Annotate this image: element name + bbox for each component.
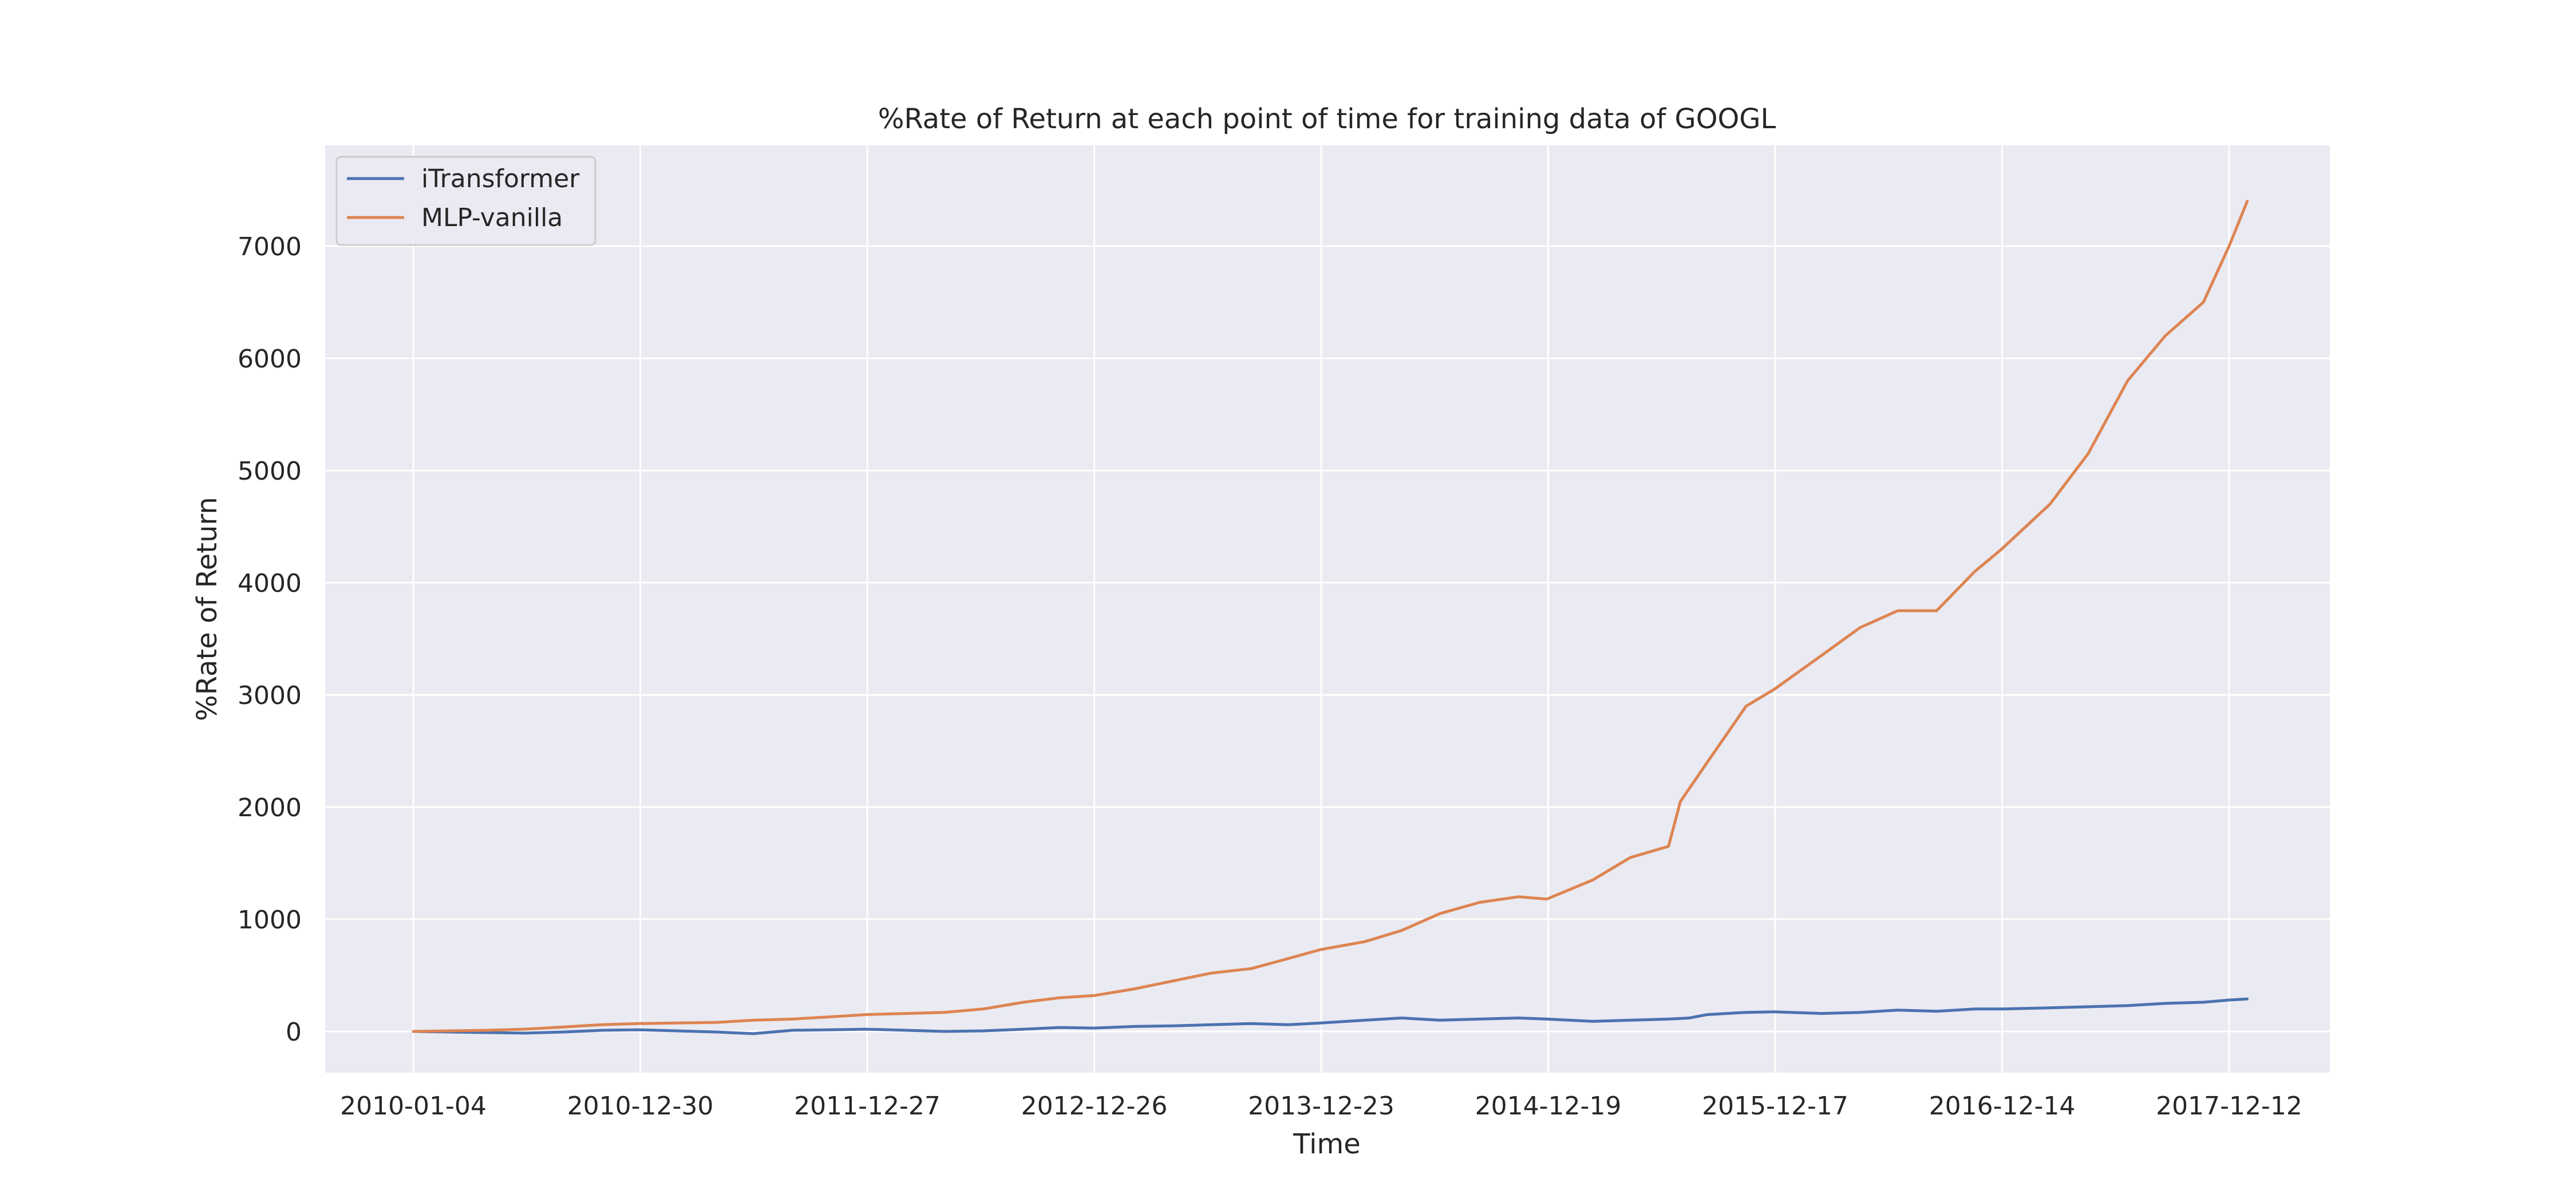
y-tick-label: 7000	[238, 232, 302, 262]
x-tick-label: 2015-12-17	[1702, 1092, 1848, 1121]
y-tick-label: 0	[286, 1018, 302, 1047]
y-tick-label: 5000	[238, 457, 302, 486]
x-tick-label: 2017-12-12	[2156, 1092, 2302, 1121]
x-tick-label: 2012-12-26	[1021, 1092, 1168, 1121]
series-lines	[412, 200, 2249, 1035]
x-axis-ticks: 2010-01-04 2010-12-30 2011-12-27 2012-12-26…	[340, 1092, 2302, 1121]
legend-label-mlp-vanilla: MLP-vanilla	[421, 203, 563, 232]
series-line-mlp-vanilla	[412, 200, 2249, 1033]
legend-label-itransformer: iTransformer	[421, 164, 580, 193]
x-tick-label: 2016-12-14	[1929, 1092, 2076, 1121]
plot-area	[325, 145, 2330, 1073]
series-line-itransformer	[412, 997, 2249, 1035]
legend: iTransformer MLP-vanilla	[335, 156, 596, 246]
y-tick-label: 2000	[238, 793, 302, 823]
y-tick-label: 3000	[238, 681, 302, 710]
y-tick-label: 6000	[238, 345, 302, 374]
x-tick-label: 2013-12-23	[1248, 1092, 1394, 1121]
y-axis-ticks: 0 1000 2000 3000 4000 5000 6000 7000	[238, 232, 302, 1047]
y-tick-label: 1000	[238, 906, 302, 935]
grid-lines	[325, 145, 2330, 1073]
x-axis-label: Time	[1293, 1128, 1360, 1160]
x-tick-label: 2010-12-30	[567, 1092, 714, 1121]
y-tick-label: 4000	[238, 569, 302, 598]
x-tick-label: 2010-01-04	[340, 1092, 487, 1121]
y-axis-label: %Rate of Return	[191, 497, 223, 721]
x-tick-label: 2014-12-19	[1475, 1092, 1622, 1121]
chart-title: %Rate of Return at each point of time fo…	[878, 103, 1776, 135]
x-tick-label: 2011-12-27	[794, 1092, 941, 1121]
